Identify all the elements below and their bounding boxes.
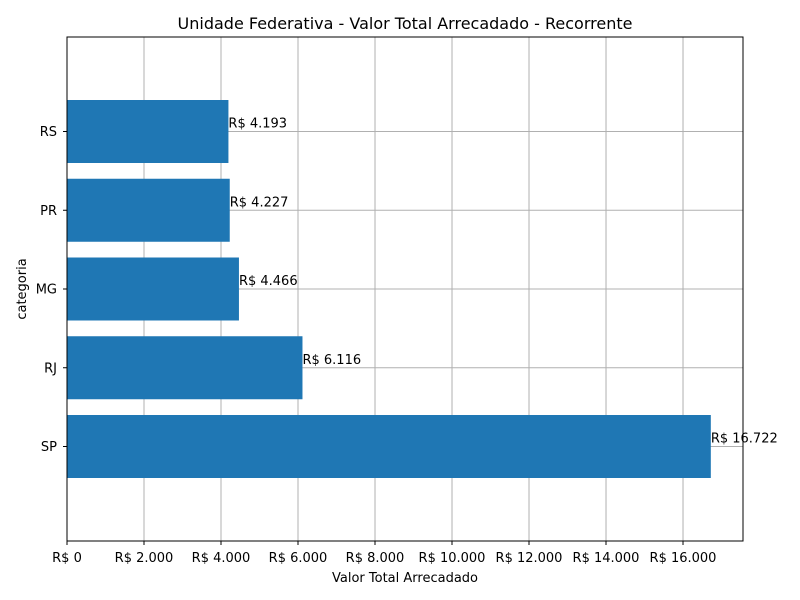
y-axis-label: categoria: [15, 258, 30, 319]
bar-pr: [67, 178, 230, 242]
y-tick-label: RJ: [44, 361, 57, 376]
x-tick-label: R$ 10.000: [419, 551, 486, 566]
y-tick-label: SP: [41, 440, 57, 455]
data-label-sp: R$ 16.722: [711, 432, 778, 447]
bar-rj: [67, 336, 303, 400]
x-tick-label: R$ 16.000: [650, 551, 717, 566]
bars: [67, 100, 711, 478]
bar-sp: [67, 415, 711, 478]
y-tick-label: MG: [36, 283, 57, 298]
x-tick-label: R$ 8.000: [346, 551, 405, 566]
data-label-mg: R$ 4.466: [239, 274, 298, 289]
data-label-rj: R$ 6.116: [302, 353, 361, 368]
bar-mg: [67, 257, 239, 321]
x-axis-ticks: R$ 0 R$ 2.000 R$ 4.000 R$ 6.000 R$ 8.000 R$ 1…: [52, 541, 716, 566]
data-labels: R$ 16.722 R$ 6.116 R$ 4.466 R$ 4.227 R$ 4.19…: [228, 117, 777, 447]
y-tick-label: PR: [40, 204, 57, 219]
y-axis-ticks: SP RJ MG PR RS: [36, 125, 67, 455]
y-tick-label: RS: [40, 125, 57, 140]
x-tick-label: R$ 6.000: [269, 551, 328, 566]
data-label-rs: R$ 4.193: [228, 117, 287, 132]
x-tick-label: R$ 0: [52, 551, 82, 566]
chart-title: Unidade Federativa - Valor Total Arrecad…: [178, 14, 633, 33]
x-tick-label: R$ 4.000: [192, 551, 251, 566]
x-tick-label: R$ 12.000: [496, 551, 563, 566]
x-axis-label: Valor Total Arrecadado: [332, 571, 478, 586]
bar-rs: [67, 100, 229, 163]
x-tick-label: R$ 14.000: [573, 551, 640, 566]
x-tick-label: R$ 2.000: [115, 551, 174, 566]
data-label-pr: R$ 4.227: [230, 195, 289, 210]
